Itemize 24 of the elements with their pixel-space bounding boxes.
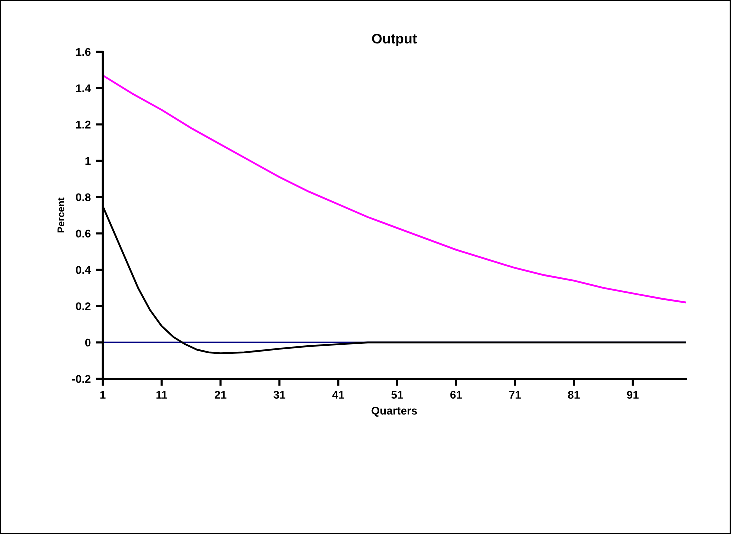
x-tick-label: 41	[332, 391, 344, 399]
y-tick-label: 1.6	[76, 48, 91, 56]
y-tick-label: 0.6	[76, 230, 91, 238]
y-tick-label: 1.2	[76, 120, 91, 129]
y-tick-label: 0.8	[76, 194, 91, 202]
line-series	[103, 74, 686, 304]
y-axis-title: Percent	[58, 198, 65, 233]
y-tick-label: 1	[86, 157, 91, 166]
x-axis-title: Quarters	[372, 407, 418, 417]
x-tick-label: 11	[156, 391, 168, 399]
x-tick-label: 71	[510, 391, 522, 399]
y-tick-label: -0.2	[72, 375, 91, 384]
x-tick-label: 91	[627, 391, 639, 399]
y-tick-label: 0.4	[76, 266, 92, 274]
y-tick-label: 1.4	[76, 84, 92, 92]
x-tick-label: 51	[392, 391, 404, 399]
chart-title: Output	[372, 34, 418, 47]
x-tick-label: 81	[568, 391, 580, 399]
x-tick-label: 1	[100, 391, 106, 399]
x-tick-label: 61	[450, 391, 462, 399]
x-tick-label: 21	[214, 391, 227, 399]
y-tick-label: 0	[85, 338, 91, 347]
y-tick-label: 0.2	[76, 302, 91, 310]
x-tick-label: 31	[274, 391, 286, 399]
